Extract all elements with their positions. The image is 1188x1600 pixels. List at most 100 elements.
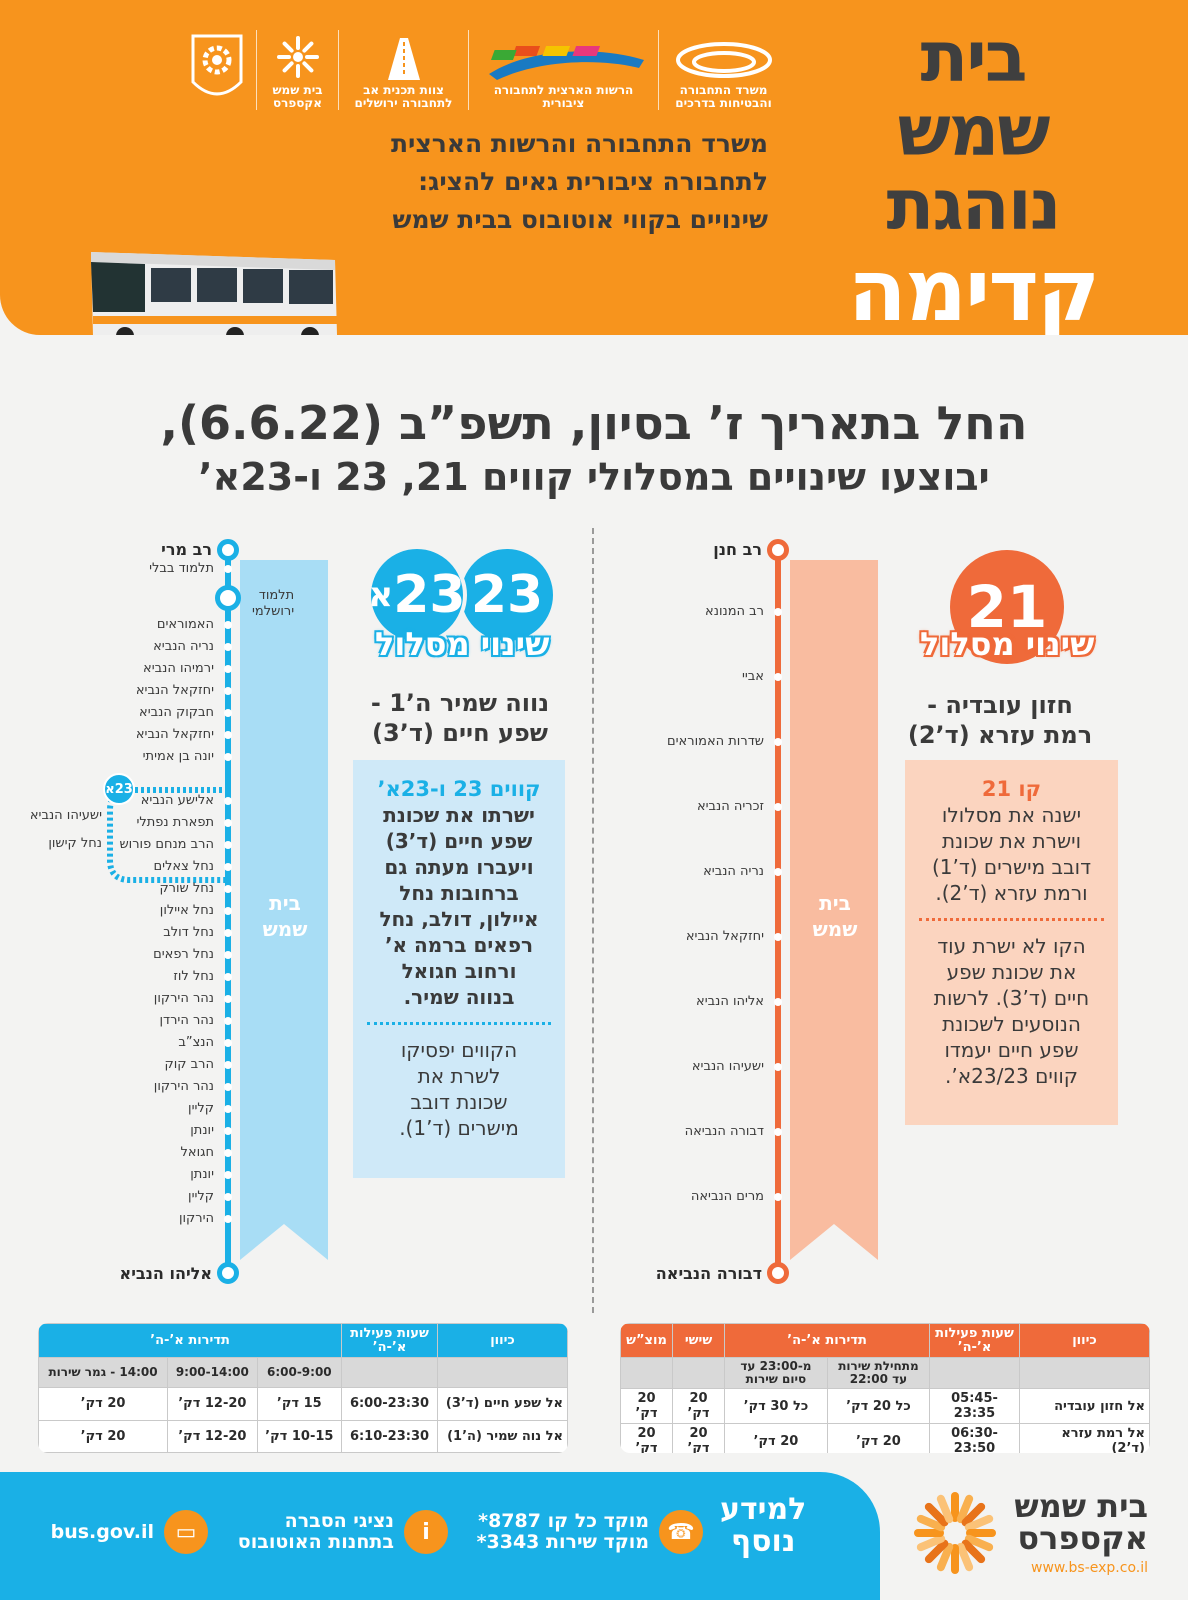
- stop-marker: [224, 1039, 232, 1047]
- route-21-line: [775, 548, 781, 1273]
- route-21-info-box: קו 21 ישנה את מסלולו וישרת את שכונת דובב…: [905, 760, 1118, 1125]
- phone-icon: ☎: [659, 1510, 703, 1554]
- stop-marker: [224, 951, 232, 959]
- bs-express-logo-icon: [914, 1492, 997, 1574]
- header-banner: בית שמש נוהגת קדימה משרד התחבורה והבטיחו…: [0, 0, 1188, 335]
- stop-label: אלישע הנביא: [140, 793, 214, 808]
- route-23-badge: 23: [457, 545, 557, 645]
- route-23a-branch-line: [107, 787, 228, 883]
- stop-label: נריה הנביא: [703, 864, 764, 879]
- stop-marker: [774, 933, 782, 941]
- stop-label: נחל רפאים: [153, 947, 214, 962]
- stop-label: הירקון: [178, 1211, 214, 1226]
- more-info-label: למידע נוסף: [720, 1492, 807, 1559]
- stop-label: הרב מנחם פורוש: [119, 837, 214, 852]
- route-23-destinations: נווה שמיר ה’1 - שפע חיים (ד’3): [370, 689, 550, 747]
- effective-date-heading: החל בתאריך ז’ בסיון, תשפ”ב (6.6.22), יבו…: [160, 396, 1028, 499]
- city-label: בית שמש: [262, 891, 308, 941]
- table-header: מוצ”ש: [620, 1323, 673, 1358]
- stop-marker: [224, 1149, 232, 1157]
- stop-marker: [774, 1063, 782, 1071]
- route-23-info-box: קווים 23 ו-23א’ ישרתו את שכונת שפע חיים …: [353, 760, 565, 1178]
- stop-label: ירמיהו הנביא: [143, 661, 214, 676]
- stop-label: נהר הירדן: [159, 1013, 214, 1028]
- stop-marker: [224, 929, 232, 937]
- stop-marker: [224, 885, 232, 893]
- stop-marker: [224, 731, 232, 739]
- stop-marker: [224, 841, 232, 849]
- table-header: שעות פעילות א’-ה’: [929, 1323, 1020, 1358]
- website-info[interactable]: ▭ bus.gov.il: [51, 1510, 208, 1554]
- brand-url[interactable]: www.bs-exp.co.il: [1031, 1560, 1148, 1576]
- stop-label: יחזקאל הנביא: [135, 727, 214, 742]
- stop-label: חגואל: [180, 1145, 214, 1160]
- route-23-city-ribbon: [240, 560, 328, 1260]
- stop-marker: [224, 819, 232, 827]
- title-line: נוהגת: [886, 164, 1062, 246]
- route-start-marker: [767, 539, 789, 561]
- route-start-marker: [217, 539, 239, 561]
- municipality-emblem: [178, 30, 256, 110]
- bs-express-logo: בית שמש אקספרס: [256, 30, 338, 110]
- stop-label: אביי: [741, 669, 764, 684]
- stop-label: נחל איילון: [159, 903, 214, 918]
- stop-marker: [774, 868, 782, 876]
- info-icon: i: [404, 1510, 448, 1554]
- stop-marker: [774, 1128, 782, 1136]
- stop-marker: [224, 621, 232, 629]
- stop-marker: [224, 1017, 232, 1025]
- bs-express-brand: בית שמש אקספרס www.bs-exp.co.il: [910, 1488, 1148, 1578]
- hub-stop-marker: [215, 585, 241, 611]
- route-end-marker: [767, 1262, 789, 1284]
- table-row: אל רמת עזרא (ד’2) 06:30-23:50 20 דק’ 20 …: [620, 1423, 1150, 1453]
- stop-marker: [224, 1171, 232, 1179]
- route-23a-branch-badge: 23א: [103, 773, 135, 805]
- stop-label: יחזקאל הנביא: [685, 929, 764, 944]
- title-line: קדימה: [847, 241, 1101, 335]
- route-21-badge: 21: [950, 550, 1064, 664]
- route-23a-badge: 23 א: [367, 545, 467, 645]
- table-header: כיוון: [1019, 1323, 1150, 1358]
- stop-label: נהר הירקון: [153, 991, 214, 1006]
- stop-marker: [774, 608, 782, 616]
- ministry-transport-logo: משרד התחבורה והבטיחות בדרכים: [658, 30, 788, 110]
- stop-marker: [774, 738, 782, 746]
- stop-marker: [224, 1061, 232, 1069]
- stop-marker: [224, 665, 232, 673]
- stop-label: דבורה הנביאה: [684, 1124, 764, 1139]
- stop-label: ישעיהו הנביא: [691, 1059, 764, 1074]
- hub-stop-label: תלמוד ירושלמי: [252, 588, 295, 619]
- table-header: תדירות א’-ה’: [38, 1323, 342, 1358]
- stop-label: רב המנונא: [705, 604, 764, 619]
- title-line: שמש: [897, 90, 1051, 172]
- table-row: אל חזון עובדיה 05:45-23:35 כל 20 דק’ כל …: [620, 1388, 1150, 1424]
- route-21-city-ribbon: [790, 560, 878, 1260]
- route-change-label: שינוי מסלול: [920, 625, 1095, 663]
- public-transport-authority-logo: הרשות הארצית לתחבורה ציבורית: [468, 30, 658, 110]
- stop-marker: [224, 709, 232, 717]
- table-header: שישי: [672, 1323, 725, 1358]
- route-end-marker: [217, 1262, 239, 1284]
- branch-stop: ישעיהו הנביא: [29, 808, 102, 823]
- table-header: כיוון: [437, 1323, 568, 1358]
- stop-label: יונתן: [190, 1167, 214, 1182]
- route-start-stop: רב חנן: [713, 540, 762, 559]
- stop-marker: [224, 973, 232, 981]
- stop-label: נחל דולב: [163, 925, 214, 940]
- route-end-stop: דבורה הנביאה: [655, 1264, 762, 1283]
- route-start-stop: רב מרי: [161, 540, 212, 559]
- stop-label: יחזקאל הנביא: [135, 683, 214, 698]
- stop-marker: [224, 797, 232, 805]
- website-link[interactable]: bus.gov.il: [50, 1520, 154, 1543]
- stop-label: הרב קוק: [164, 1057, 214, 1072]
- table-row: אל נוה שמיר (ה’1) 6:10-23:30 10-15 דק’ 1…: [38, 1419, 568, 1453]
- stop-label: קליין: [188, 1189, 214, 1204]
- stop-marker: [224, 1083, 232, 1091]
- stop-label: זכריה הנביא: [696, 799, 764, 814]
- stop-marker: [224, 643, 232, 651]
- stop-label: תפארת נפתלי: [136, 815, 214, 830]
- route-end-stop: אליהו הנביא: [119, 1264, 212, 1283]
- intro-text: משרד התחבורה והרשות הארצית לתחבורה ציבור…: [390, 129, 768, 234]
- stop-label: נהר הירקון: [153, 1079, 214, 1094]
- bus-illustration: [91, 252, 337, 335]
